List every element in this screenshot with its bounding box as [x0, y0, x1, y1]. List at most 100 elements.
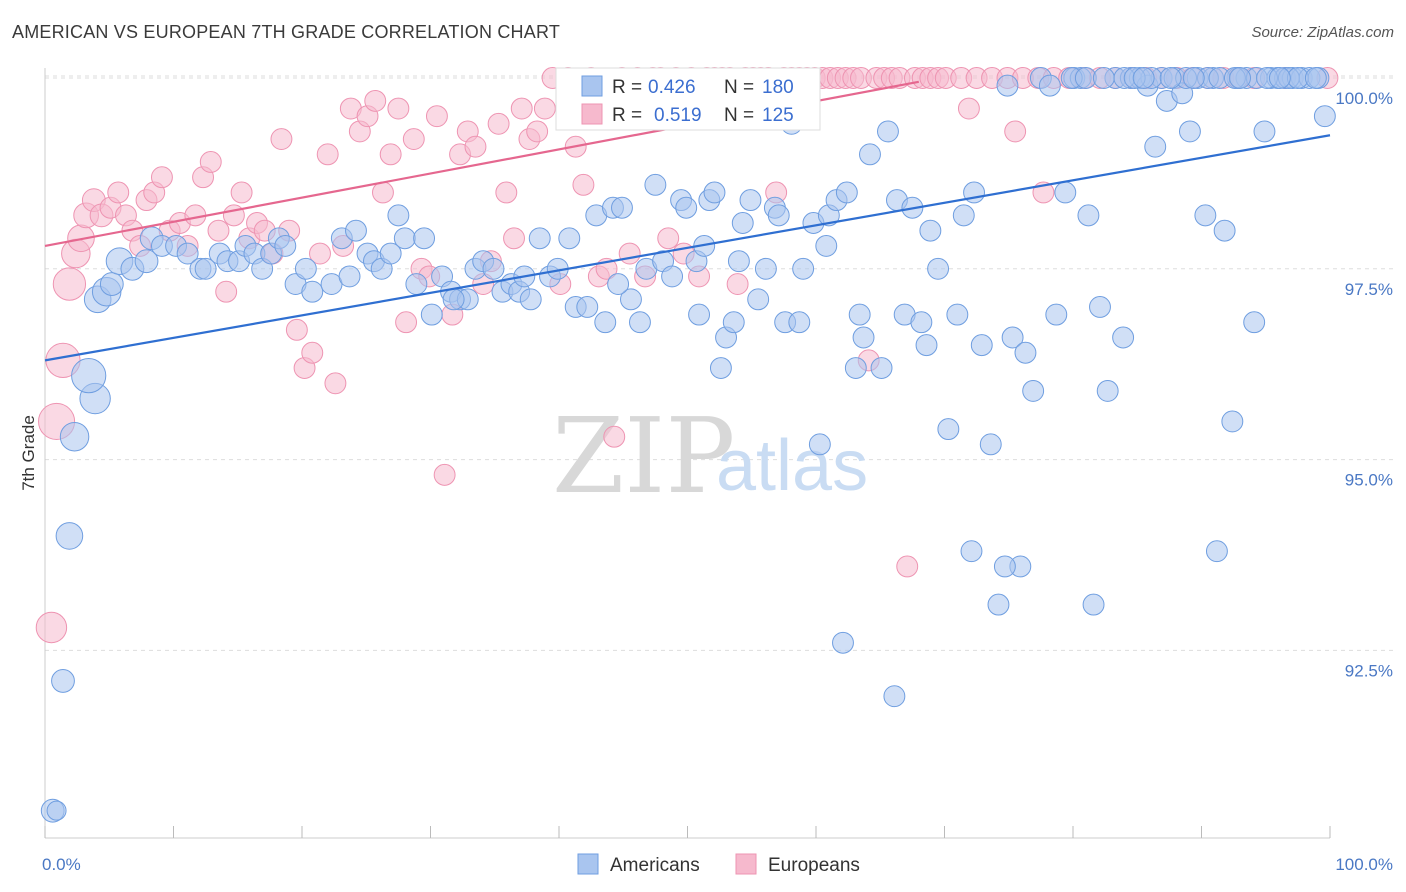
point-americans-65	[620, 288, 642, 311]
point-americans-95	[844, 357, 867, 379]
point-americans-108	[952, 204, 975, 227]
point-europeans-59	[487, 112, 510, 135]
point-americans-74	[688, 303, 711, 326]
watermark-zip: ZIP	[552, 395, 735, 517]
point-americans-144	[1221, 410, 1244, 433]
point-europeans-46	[387, 97, 410, 120]
point-europeans-81	[657, 227, 680, 250]
point-europeans-48	[402, 128, 425, 151]
watermark: ZIP atlas	[552, 395, 868, 517]
point-americans-80	[731, 212, 754, 234]
point-americans-105	[927, 257, 950, 280]
point-europeans-22	[199, 151, 222, 173]
point-europeans-61	[503, 227, 525, 250]
watermark-atlas: atlas	[716, 426, 868, 506]
point-europeans-31	[270, 128, 293, 151]
point-americans-121	[1054, 181, 1077, 204]
point-americans-172	[1132, 67, 1155, 89]
point-americans-77	[709, 357, 732, 379]
point-americans-96	[852, 326, 875, 349]
point-americans-40	[393, 227, 416, 250]
point-europeans-140	[1004, 120, 1027, 143]
point-europeans-64	[526, 120, 549, 143]
point-europeans-24	[215, 280, 238, 303]
point-americans-106	[937, 418, 960, 441]
point-americans-76	[703, 181, 726, 204]
point-americans-148	[1253, 120, 1276, 143]
point-europeans-45	[379, 143, 402, 166]
point-americans-62	[594, 311, 617, 334]
point-americans-30	[301, 280, 324, 303]
point-europeans-90	[726, 273, 749, 296]
point-americans-103	[910, 311, 933, 334]
point-europeans-76	[618, 242, 641, 265]
point-americans-60	[576, 296, 599, 318]
point-americans-54	[519, 288, 542, 311]
point-americans-81	[739, 189, 762, 212]
point-americans-127	[1096, 379, 1119, 402]
american-swatch	[581, 75, 603, 97]
european-n-label: N =	[724, 105, 754, 126]
point-americans-99	[877, 120, 899, 143]
point-europeans-44	[372, 181, 394, 204]
american-n-value: 180	[762, 77, 794, 98]
point-europeans-16	[150, 166, 173, 189]
point-americans-186	[883, 685, 906, 708]
point-europeans-43	[364, 89, 387, 112]
point-americans-116	[1014, 341, 1037, 364]
legend-label-americans: Americans	[610, 855, 700, 876]
point-americans-138	[1178, 120, 1201, 143]
point-americans-119	[1038, 74, 1061, 97]
point-europeans-62	[510, 97, 533, 120]
legend-swatch-europeans	[735, 853, 757, 875]
point-americans-97	[859, 143, 881, 166]
point-europeans-26	[230, 181, 253, 204]
point-americans-124	[1077, 204, 1100, 227]
point-americans-181	[727, 250, 750, 273]
american-n-label: N =	[724, 77, 754, 98]
point-americans-183	[848, 303, 871, 326]
point-europeans-60	[495, 181, 518, 204]
point-americans-1	[46, 800, 67, 821]
point-americans-117	[1022, 379, 1045, 402]
point-americans-126	[1089, 296, 1111, 318]
point-americans-39	[387, 204, 410, 227]
y-tick-label-3: 92.5%	[1345, 661, 1393, 680]
point-americans-174	[1182, 67, 1205, 89]
point-americans-107	[946, 303, 969, 326]
point-americans-98	[870, 357, 893, 379]
point-americans-29	[294, 257, 317, 280]
point-europeans-38	[324, 372, 347, 395]
point-americans-12	[134, 249, 159, 274]
european-r-label: R =	[612, 105, 642, 126]
point-europeans-52	[433, 463, 456, 486]
point-americans-188	[993, 555, 1016, 578]
european-swatch	[581, 103, 603, 125]
point-europeans-65	[533, 97, 556, 120]
point-americans-140	[1194, 204, 1217, 227]
point-americans-33	[338, 265, 361, 288]
point-europeans-33	[285, 318, 308, 341]
point-americans-177	[442, 288, 465, 311]
point-americans-169	[1092, 67, 1115, 89]
point-americans-110	[970, 334, 993, 357]
european-n-value: 125	[762, 105, 794, 126]
point-americans-41	[405, 273, 428, 296]
point-americans-34	[345, 219, 367, 242]
series-legend: Americans Europeans	[577, 853, 860, 876]
point-americans-83	[754, 257, 777, 280]
point-americans-58	[558, 227, 581, 250]
x-tick-label-max: 100.0%	[1335, 855, 1393, 874]
point-europeans-10	[107, 181, 130, 204]
legend-label-europeans: Europeans	[768, 855, 860, 876]
point-americans-72	[675, 196, 698, 219]
point-americans-68	[644, 173, 667, 196]
point-americans-175	[1229, 67, 1252, 89]
point-americans-94	[835, 181, 858, 204]
point-europeans-3	[52, 267, 87, 301]
point-americans-50	[482, 257, 505, 280]
y-tick-labels: 100.0% 97.5% 95.0% 92.5%	[1335, 89, 1393, 680]
point-americans-70	[661, 265, 684, 288]
point-americans-129	[1112, 326, 1135, 349]
